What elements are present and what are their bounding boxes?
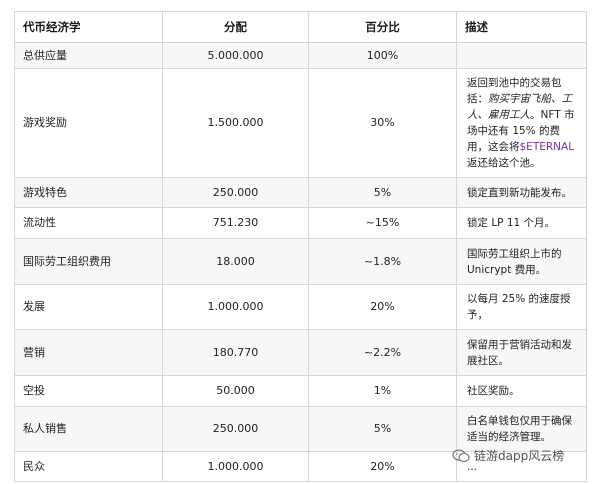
table-row: 游戏特色 250.000 5% 锁定直到新功能发布。 — [14, 177, 587, 208]
row-name: 流动性 — [14, 207, 163, 239]
row-name: 空投 — [14, 375, 163, 407]
table-row: 流动性 751.230 ~15% 锁定 LP 11 个月。 — [14, 207, 587, 239]
table-row: 民众 1.000.000 20% ... — [14, 451, 587, 482]
tokenomics-table: 代币经济学 分配 百分比 描述 总供应量 5.000.000 100% 游戏奖励… — [14, 11, 587, 482]
desc-italic-text: 购买宇宙飞船、工人、雇用工人 — [467, 93, 572, 121]
row-name: 发展 — [14, 284, 163, 330]
row-description: 返回到池中的交易包括：购买宇宙飞船、工人、雇用工人。NFT 市场中还有 15% … — [456, 68, 587, 178]
header-percent: 百分比 — [308, 11, 457, 43]
row-allocation: 18.000 — [162, 238, 309, 285]
table-row: 私人销售 250.000 5% 白名单钱包仅用于确保适当的经济管理。 — [14, 406, 587, 452]
row-description: 锁定直到新功能发布。 — [456, 177, 587, 208]
table-row: 总供应量 5.000.000 100% — [14, 42, 587, 69]
table-row: 游戏奖励 1.500.000 30% 返回到池中的交易包括：购买宇宙飞船、工人、… — [14, 68, 587, 178]
row-name: 国际劳工组织费用 — [14, 238, 163, 285]
row-name: 私人销售 — [14, 406, 163, 452]
row-percent: 30% — [308, 68, 457, 178]
eternal-token-link[interactable]: $ETERNAL — [519, 141, 575, 153]
row-allocation: 250.000 — [162, 406, 309, 452]
wechat-icon — [452, 448, 470, 462]
row-name: 总供应量 — [14, 42, 163, 69]
row-name: 游戏奖励 — [14, 68, 163, 178]
row-percent: 5% — [308, 177, 457, 208]
watermark: 链游dapp风云榜 — [452, 447, 564, 464]
table-row: 国际劳工组织费用 18.000 ~1.8% 国际劳工组织上市的 Unicrypt… — [14, 238, 587, 285]
table-row: 空投 50.000 1% 社区奖励。 — [14, 375, 587, 407]
row-percent: 1% — [308, 375, 457, 407]
row-percent: 20% — [308, 284, 457, 330]
row-percent: 20% — [308, 451, 457, 482]
row-description: 白名单钱包仅用于确保适当的经济管理。 — [456, 406, 587, 452]
row-description — [456, 42, 587, 69]
tokenomics-table-container: 代币经济学 分配 百分比 描述 总供应量 5.000.000 100% 游戏奖励… — [14, 11, 587, 482]
row-description: 社区奖励。 — [456, 375, 587, 407]
header-allocation: 分配 — [162, 11, 309, 43]
table-row: 发展 1.000.000 20% 以每月 25% 的速度授予， — [14, 284, 587, 330]
desc-text: 。NFT 市场中还有 15% 的费用，这会将 — [467, 109, 575, 153]
table-row: 营销 180.770 ~2.2% 保留用于营销活动和发展社区。 — [14, 329, 587, 376]
row-allocation: 5.000.000 — [162, 42, 309, 69]
row-allocation: 50.000 — [162, 375, 309, 407]
row-allocation: 250.000 — [162, 177, 309, 208]
row-name: 营销 — [14, 329, 163, 376]
row-name: 游戏特色 — [14, 177, 163, 208]
row-percent: ~15% — [308, 207, 457, 239]
row-percent: 5% — [308, 406, 457, 452]
row-description: 锁定 LP 11 个月。 — [456, 207, 587, 239]
row-description: 保留用于营销活动和发展社区。 — [456, 329, 587, 376]
desc-text: 返还给这个池。 — [467, 157, 541, 169]
header-description: 描述 — [456, 11, 587, 43]
row-percent: 100% — [308, 42, 457, 69]
row-name: 民众 — [14, 451, 163, 482]
row-allocation: 1.500.000 — [162, 68, 309, 178]
row-description: 以每月 25% 的速度授予， — [456, 284, 587, 330]
row-description: 国际劳工组织上市的 Unicrypt 费用。 — [456, 238, 587, 285]
row-allocation: 1.000.000 — [162, 451, 309, 482]
row-allocation: 751.230 — [162, 207, 309, 239]
table-header-row: 代币经济学 分配 百分比 描述 — [14, 11, 587, 43]
row-percent: ~1.8% — [308, 238, 457, 285]
row-percent: ~2.2% — [308, 329, 457, 376]
row-description: ... — [456, 451, 587, 482]
header-tokenomics: 代币经济学 — [14, 11, 163, 43]
watermark-text: 链游dapp风云榜 — [474, 449, 565, 463]
row-allocation: 180.770 — [162, 329, 309, 376]
desc-text: 返回到池中的交易包括： — [467, 77, 562, 105]
row-allocation: 1.000.000 — [162, 284, 309, 330]
